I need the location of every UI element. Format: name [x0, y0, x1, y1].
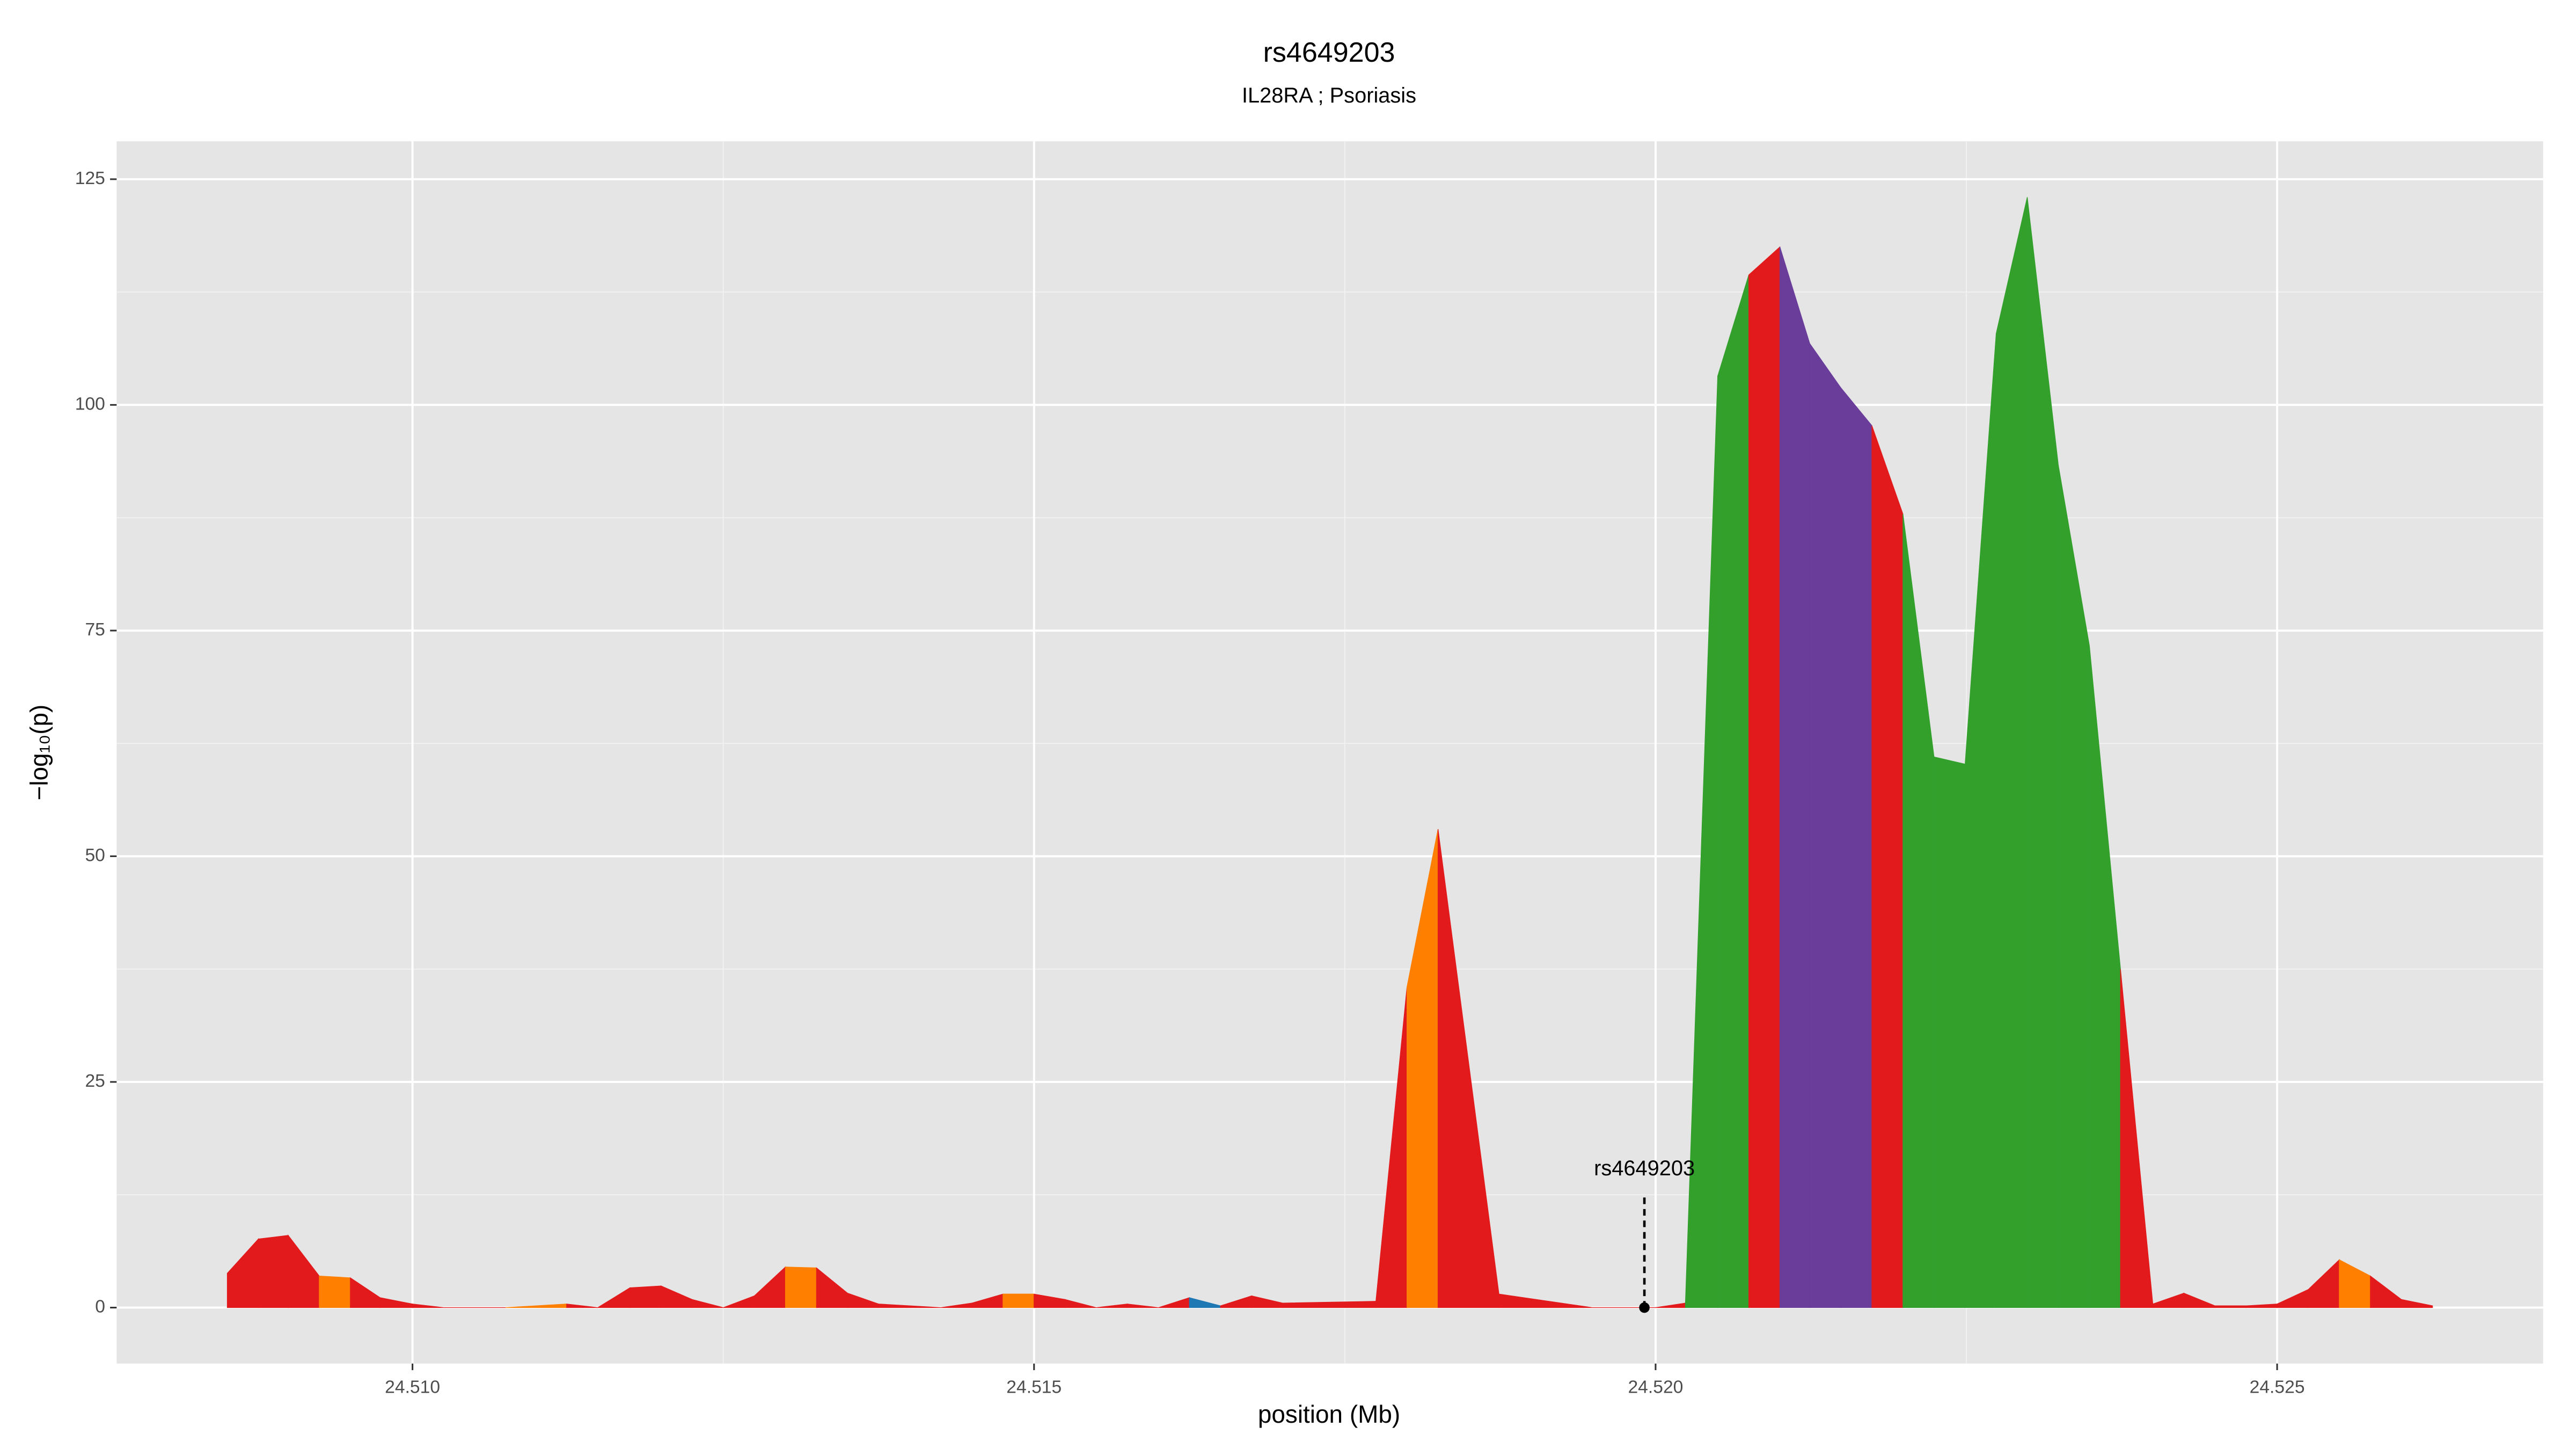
y-tick-label: 125: [75, 169, 105, 188]
annotation-label: rs4649203: [1594, 1157, 1695, 1180]
y-tick-label: 25: [85, 1071, 105, 1091]
area-segment: [1995, 197, 2028, 1308]
y-tick-label: 0: [95, 1297, 105, 1316]
x-tick-label: 24.510: [385, 1378, 440, 1397]
area-segment: [258, 1235, 289, 1308]
panel: [116, 141, 2543, 1364]
area-segment: [1717, 275, 1750, 1308]
y-axis-label: −log₁₀(p): [25, 705, 53, 801]
chart-title: rs4649203: [1263, 37, 1395, 68]
area-segment: [1748, 246, 1781, 1308]
y-tick-label: 75: [85, 620, 105, 640]
area-segment: [1498, 1293, 1592, 1308]
area-segment: [1065, 1299, 1096, 1308]
area-segment: [1779, 246, 1810, 1308]
area-segment: [1840, 386, 1872, 1308]
area-segment: [2214, 1305, 2246, 1308]
x-tick-label: 24.515: [1006, 1378, 1062, 1397]
area-segment: [692, 1299, 723, 1308]
area-segment: [1871, 425, 1904, 1308]
y-tick-label: 50: [85, 845, 105, 865]
area-segment: [1002, 1293, 1035, 1308]
area-segment: [878, 1304, 941, 1308]
x-tick-label: 24.520: [1628, 1378, 1683, 1397]
x-axis-label: position (Mb): [1258, 1400, 1400, 1428]
area-segment: [630, 1285, 662, 1308]
area-segment: [319, 1276, 351, 1308]
area-segment: [1934, 756, 1966, 1308]
x-tick-label: 24.525: [2250, 1378, 2305, 1397]
area-segment: [566, 1304, 598, 1308]
area-segment: [412, 1304, 444, 1308]
area-segment: [785, 1267, 817, 1308]
y-tick-label: 100: [75, 394, 105, 414]
area-segment: [2401, 1299, 2433, 1308]
area-segment: [1809, 342, 1841, 1308]
chart-subtitle: IL28RA ; Psoriasis: [1242, 84, 1416, 107]
annotation-point: [1639, 1302, 1650, 1313]
area-segment: [1126, 1304, 1159, 1308]
